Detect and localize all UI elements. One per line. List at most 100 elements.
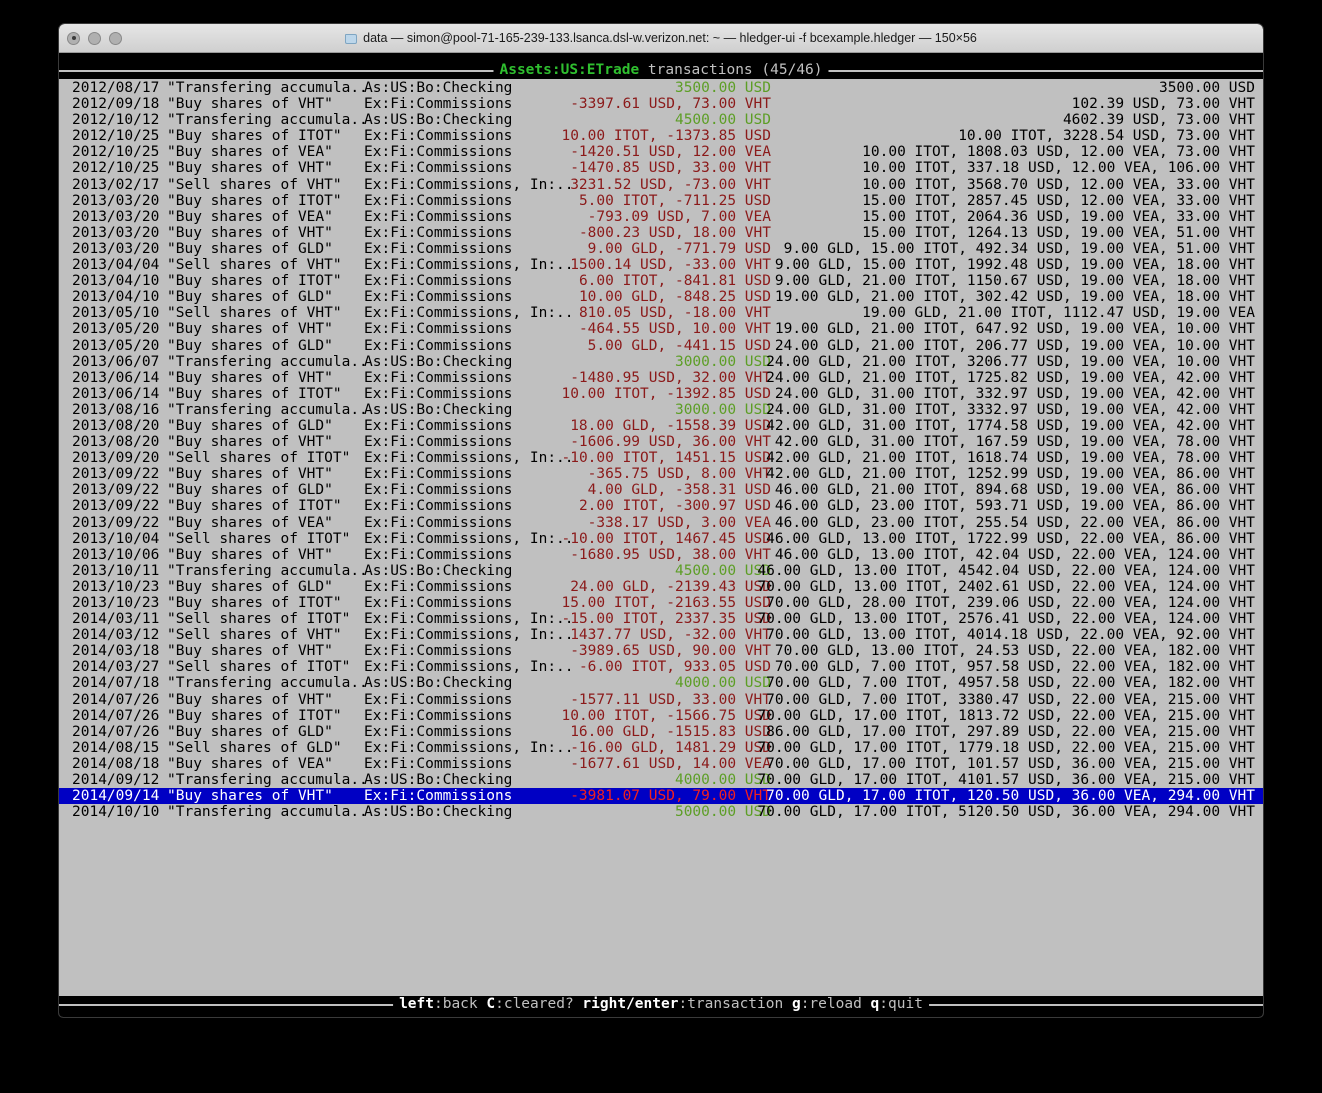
row-amount: -10.00 ITOT, 1467.45 USD — [561, 530, 771, 547]
table-row[interactable]: 2012/10/25 "Buy shares of VHT" Ex:Fi:Commi… — [59, 160, 1263, 176]
row-date: 2013/09/22 — [72, 482, 160, 499]
transactions-table[interactable]: 2012/08/17 "Transfering accumula.. As:US:B… — [59, 79, 1263, 996]
row-date: 2012/10/25 — [72, 128, 160, 145]
table-row[interactable]: 2014/07/26 "Buy shares of ITOT" Ex:Fi:Comm… — [59, 708, 1263, 724]
table-row[interactable]: 2013/08/20 "Buy shares of GLD" Ex:Fi:Commi… — [59, 418, 1263, 434]
row-description: "Buy shares of VHT" — [167, 369, 333, 386]
window-titlebar[interactable]: data — simon@pool-71-165-239-133.lsanca.… — [59, 24, 1263, 53]
row-description: "Transfering accumula.. — [167, 112, 368, 129]
table-row[interactable]: 2013/05/20 "Buy shares of VHT" Ex:Fi:Commi… — [59, 321, 1263, 337]
table-row[interactable]: 2014/08/15 "Sell shares of GLD" Ex:Fi:Comm… — [59, 740, 1263, 756]
row-amount: 15.00 ITOT, -2163.55 USD — [561, 595, 771, 611]
row-account: Ex:Fi:Commissions, In:.. — [364, 739, 574, 756]
row-description: "Transfering accumula.. — [167, 401, 368, 418]
row-account: Ex:Fi:Commissions — [364, 369, 513, 386]
row-description: "Buy shares of VHT" — [167, 546, 333, 563]
table-row[interactable]: 2014/10/10 "Transfering accumula.. As:US:B… — [59, 804, 1263, 820]
table-row[interactable]: 2014/03/18 "Buy shares of VHT" Ex:Fi:Commi… — [59, 643, 1263, 659]
row-date: 2013/06/07 — [72, 353, 160, 370]
table-row[interactable]: 2013/04/10 "Buy shares of ITOT" Ex:Fi:Comm… — [59, 273, 1263, 289]
row-balance: 24.00 GLD, 21.00 ITOT, 206.77 USD, 19.00… — [774, 337, 1255, 354]
table-row[interactable]: 2013/10/23 "Buy shares of ITOT" Ex:Fi:Comm… — [59, 595, 1263, 611]
row-balance: 46.00 GLD, 13.00 ITOT, 42.04 USD, 22.00 … — [774, 546, 1255, 563]
row-date: 2012/10/12 — [72, 112, 160, 129]
status-key-left[interactable]: left — [399, 996, 434, 1012]
row-amount: -3397.61 USD, 73.00 VHT — [570, 96, 771, 113]
status-key-g[interactable]: g — [791, 996, 801, 1012]
status-key-right-enter[interactable]: right/enter — [582, 996, 679, 1012]
status-key-c[interactable]: C — [486, 996, 496, 1012]
row-account: Ex:Fi:Commissions — [364, 723, 513, 740]
row-balance: 15.00 ITOT, 2064.36 USD, 19.00 VEA, 33.0… — [862, 208, 1255, 225]
table-row[interactable]: 2013/09/22 "Buy shares of VEA" Ex:Fi:Commi… — [59, 515, 1263, 531]
table-row[interactable]: 2014/08/18 "Buy shares of VEA" Ex:Fi:Commi… — [59, 756, 1263, 772]
table-row[interactable]: 2013/08/16 "Transfering accumula.. As:US:B… — [59, 402, 1263, 418]
row-date: 2013/10/11 — [72, 562, 160, 579]
table-row[interactable]: 2013/10/06 "Buy shares of VHT" Ex:Fi:Commi… — [59, 547, 1263, 563]
table-row[interactable]: 2014/03/11 "Sell shares of ITOT" Ex:Fi:Com… — [59, 611, 1263, 627]
window-controls — [67, 24, 122, 52]
close-button[interactable] — [67, 31, 80, 45]
row-account: Ex:Fi:Commissions, In:.. — [364, 611, 574, 628]
minimize-button[interactable] — [88, 31, 101, 45]
row-date: 2014/07/26 — [72, 691, 160, 708]
table-row[interactable]: 2013/10/04 "Sell shares of ITOT" Ex:Fi:Com… — [59, 531, 1263, 547]
row-amount: -338.17 USD, 3.00 VEA — [587, 514, 771, 531]
table-row[interactable]: 2013/06/14 "Buy shares of VHT" Ex:Fi:Commi… — [59, 370, 1263, 386]
row-date: 2013/08/16 — [72, 401, 160, 418]
table-row[interactable]: 2013/03/20 "Buy shares of ITOT" Ex:Fi:Comm… — [59, 193, 1263, 209]
table-row[interactable]: 2013/03/20 "Buy shares of GLD" Ex:Fi:Commi… — [59, 241, 1263, 257]
table-row[interactable]: 2012/10/25 "Buy shares of ITOT" Ex:Fi:Comm… — [59, 128, 1263, 144]
row-description: "Buy shares of ITOT" — [167, 128, 342, 145]
row-account: As:US:Bo:Checking — [364, 112, 513, 129]
table-row[interactable]: 2013/04/04 "Sell shares of VHT" Ex:Fi:Comm… — [59, 257, 1263, 273]
row-description: "Buy shares of VHT" — [167, 160, 333, 177]
row-amount: 4.00 GLD, -358.31 USD — [587, 482, 771, 499]
table-row[interactable]: 2013/02/17 "Sell shares of VHT" Ex:Fi:Comm… — [59, 177, 1263, 193]
table-row[interactable]: 2012/09/18 "Buy shares of VHT" Ex:Fi:Commi… — [59, 96, 1263, 112]
table-row[interactable]: 2013/05/20 "Buy shares of GLD" Ex:Fi:Commi… — [59, 338, 1263, 354]
table-row[interactable]: 2014/09/14 "Buy shares of VHT" Ex:Fi:Commi… — [59, 788, 1263, 805]
row-balance: 42.00 GLD, 21.00 ITOT, 1618.74 USD, 19.0… — [766, 450, 1255, 467]
row-amount: -6.00 ITOT, 933.05 USD — [578, 659, 771, 676]
table-row[interactable]: 2013/03/20 "Buy shares of VEA" Ex:Fi:Commi… — [59, 209, 1263, 225]
table-row[interactable]: 2014/07/26 "Buy shares of GLD" Ex:Fi:Commi… — [59, 724, 1263, 740]
table-row[interactable]: 2013/06/07 "Transfering accumula.. As:US:B… — [59, 354, 1263, 370]
table-row[interactable]: 2013/09/20 "Sell shares of ITOT" Ex:Fi:Com… — [59, 450, 1263, 466]
row-balance: 70.00 GLD, 17.00 ITOT, 4101.57 USD, 36.0… — [757, 772, 1255, 789]
folder-icon — [345, 34, 358, 44]
row-balance: 70.00 GLD, 17.00 ITOT, 5120.50 USD, 36.0… — [757, 804, 1255, 821]
table-row[interactable]: 2013/06/14 "Buy shares of ITOT" Ex:Fi:Comm… — [59, 386, 1263, 402]
row-balance: 46.00 GLD, 23.00 ITOT, 255.54 USD, 22.00… — [774, 514, 1255, 531]
row-account: Ex:Fi:Commissions — [364, 578, 513, 595]
table-row[interactable]: 2014/09/12 "Transfering accumula.. As:US:B… — [59, 772, 1263, 788]
row-balance: 42.00 GLD, 31.00 ITOT, 167.59 USD, 19.00… — [774, 434, 1255, 451]
table-row[interactable]: 2013/09/22 "Buy shares of ITOT" Ex:Fi:Comm… — [59, 498, 1263, 514]
table-row[interactable]: 2014/03/12 "Sell shares of VHT" Ex:Fi:Comm… — [59, 627, 1263, 643]
table-row[interactable]: 2012/08/17 "Transfering accumula.. As:US:B… — [59, 80, 1263, 96]
table-row[interactable]: 2012/10/12 "Transfering accumula.. As:US:B… — [59, 112, 1263, 128]
row-amount: -15.00 ITOT, 2337.35 USD — [561, 611, 771, 628]
row-account: Ex:Fi:Commissions — [364, 273, 513, 290]
status-label: :transaction — [678, 996, 784, 1012]
table-row[interactable]: 2014/03/27 "Sell shares of ITOT" Ex:Fi:Com… — [59, 659, 1263, 675]
table-row[interactable]: 2013/10/23 "Buy shares of GLD" Ex:Fi:Commi… — [59, 579, 1263, 595]
table-row[interactable]: 2013/09/22 "Buy shares of GLD" Ex:Fi:Commi… — [59, 482, 1263, 498]
table-row[interactable]: 2014/07/18 "Transfering accumula.. As:US:B… — [59, 675, 1263, 691]
table-row[interactable]: 2013/03/20 "Buy shares of VHT" Ex:Fi:Commi… — [59, 225, 1263, 241]
status-key-q[interactable]: q — [870, 996, 880, 1012]
row-date: 2013/03/20 — [72, 192, 160, 209]
zoom-button[interactable] — [109, 31, 122, 45]
table-row[interactable]: 2012/10/25 "Buy shares of VEA" Ex:Fi:Commi… — [59, 144, 1263, 160]
table-row[interactable]: 2013/05/10 "Sell shares of VHT" Ex:Fi:Comm… — [59, 305, 1263, 321]
table-row[interactable]: 2014/07/26 "Buy shares of VHT" Ex:Fi:Commi… — [59, 692, 1263, 708]
row-balance: 24.00 GLD, 31.00 ITOT, 332.97 USD, 19.00… — [774, 385, 1255, 402]
row-description: "Buy shares of ITOT" — [167, 273, 342, 290]
window-title-wrap: data — simon@pool-71-165-239-133.lsanca.… — [345, 31, 977, 45]
table-row[interactable]: 2013/04/10 "Buy shares of GLD" Ex:Fi:Commi… — [59, 289, 1263, 305]
table-row[interactable]: 2013/08/20 "Buy shares of VHT" Ex:Fi:Commi… — [59, 434, 1263, 450]
table-row[interactable]: 2013/09/22 "Buy shares of VHT" Ex:Fi:Commi… — [59, 466, 1263, 482]
table-row[interactable]: 2013/10/11 "Transfering accumula.. As:US:B… — [59, 563, 1263, 579]
row-amount: -1680.95 USD, 38.00 VHT — [570, 546, 771, 563]
row-date: 2014/03/18 — [72, 643, 160, 660]
